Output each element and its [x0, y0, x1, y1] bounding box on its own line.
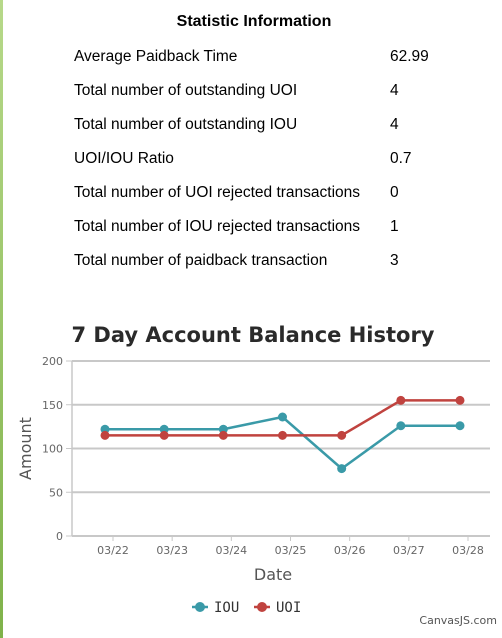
data-point-uoi — [218, 430, 228, 440]
statistic-label: Total number of IOU rejected transaction… — [74, 218, 361, 235]
statistic-row: Total number of paidback transaction 3 — [70, 244, 429, 278]
statistic-row: UOI/IOU Ratio 0.7 — [70, 142, 429, 176]
legend-marker-uoi — [257, 602, 267, 612]
statistic-row: Average Paidback Time 62.99 — [70, 40, 429, 74]
y-tick-label: 50 — [49, 486, 63, 499]
data-point-uoi — [396, 395, 406, 405]
statistic-value: 4 — [390, 116, 399, 133]
statistic-label: Total number of outstanding UOI — [74, 82, 298, 99]
statistic-value: 3 — [390, 252, 399, 269]
statistics-table: Average Paidback Time 62.99 Total number o… — [70, 40, 429, 278]
balance-history-chart: 7 Day Account Balance History 0 50 100 150 20… — [16, 323, 497, 627]
chart-credit: CanvasJS.com — [419, 614, 497, 627]
data-point-uoi — [337, 430, 347, 440]
statistic-row: Total number of outstanding UOI 4 — [70, 74, 429, 108]
statistic-row: Total number of outstanding IOU 4 — [70, 108, 429, 142]
legend-label-iou: IOU — [214, 600, 239, 616]
x-axis-title: Date — [254, 565, 292, 584]
statistic-value: 4 — [390, 82, 399, 99]
data-point-iou — [455, 421, 465, 431]
x-tick-label: 03/27 — [393, 544, 425, 557]
data-point-uoi — [159, 430, 169, 440]
data-point-uoi — [100, 430, 110, 440]
left-accent-bar — [0, 0, 3, 638]
data-point-uoi — [455, 395, 465, 405]
statistic-value: 0 — [390, 184, 399, 201]
y-tick-label: 200 — [42, 355, 63, 368]
statistic-label: Average Paidback Time — [74, 48, 238, 65]
y-tick-label: 150 — [42, 399, 63, 412]
statistic-label: Total number of UOI rejected transaction… — [74, 184, 361, 201]
statistic-label: Total number of paidback transaction — [74, 252, 328, 269]
data-point-iou — [337, 464, 347, 474]
x-tick-label: 03/25 — [275, 544, 307, 557]
y-tick-label: 0 — [56, 530, 63, 543]
x-tick-label: 03/28 — [452, 544, 484, 557]
statistic-value: 62.99 — [390, 48, 429, 65]
data-point-iou — [396, 421, 406, 431]
statistics-title: Statistic Information — [176, 13, 332, 30]
x-tick-label: 03/26 — [334, 544, 366, 557]
statistic-value: 1 — [390, 218, 399, 235]
data-point-iou — [278, 412, 287, 422]
legend-marker-iou — [195, 602, 205, 612]
statistic-row: Total number of IOU rejected transaction… — [70, 210, 429, 244]
chart-title: 7 Day Account Balance History — [72, 323, 435, 347]
data-point-uoi — [278, 430, 287, 440]
statistic-label: UOI/IOU Ratio — [74, 150, 174, 167]
x-tick-label: 03/22 — [97, 544, 129, 557]
series-line-iou — [105, 415, 460, 471]
legend-label-uoi: UOI — [276, 600, 301, 616]
y-tick-label: 100 — [42, 443, 63, 456]
statistic-row: Total number of UOI rejected transaction… — [70, 176, 429, 210]
statistic-label: Total number of outstanding IOU — [74, 116, 298, 133]
x-tick-label: 03/24 — [215, 544, 247, 557]
y-axis-title: Amount — [16, 417, 35, 480]
statistic-value: 0.7 — [390, 150, 412, 167]
x-tick-label: 03/23 — [156, 544, 188, 557]
